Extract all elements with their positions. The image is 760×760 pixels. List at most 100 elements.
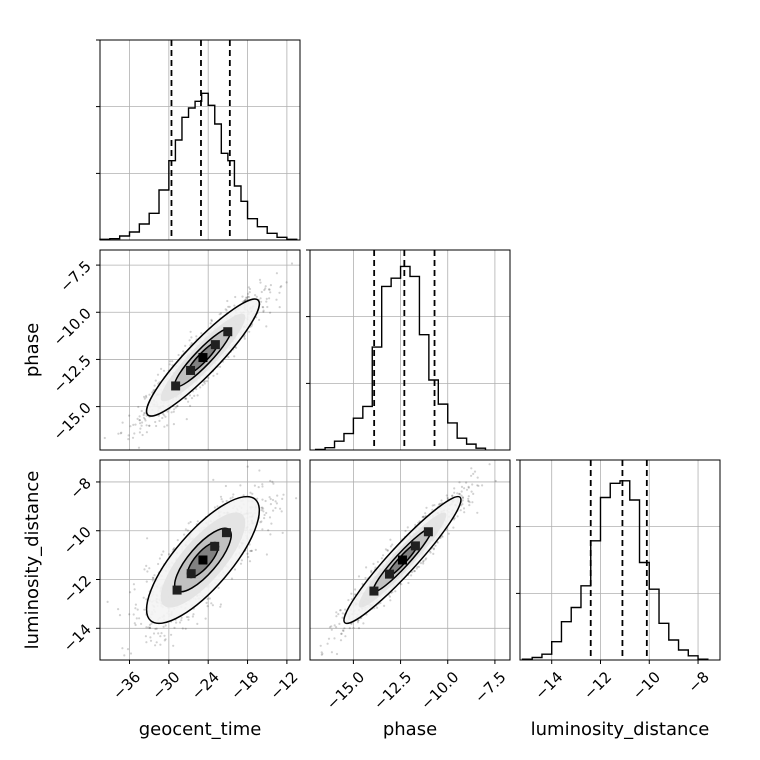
scatter-point xyxy=(157,632,160,635)
density-cell xyxy=(186,365,196,375)
scatter-point xyxy=(182,350,185,353)
scatter-point xyxy=(154,420,157,424)
scatter-point xyxy=(145,396,148,399)
scatter-point xyxy=(447,532,450,535)
scatter-point xyxy=(157,562,160,566)
scatter-point xyxy=(460,485,464,488)
scatter-point xyxy=(356,619,359,622)
scatter-point xyxy=(145,641,148,644)
scatter-point xyxy=(372,562,375,566)
scatter-point xyxy=(335,615,338,618)
scatter-point xyxy=(184,397,187,400)
scatter-point xyxy=(467,497,470,500)
scatter-point xyxy=(166,424,169,427)
scatter-point xyxy=(171,360,174,363)
scatter-point xyxy=(436,541,439,544)
scatter-point xyxy=(142,596,145,599)
scatter-point xyxy=(133,588,136,591)
scatter-point xyxy=(433,504,436,507)
y-tick-label: −14 xyxy=(60,620,95,655)
density-cell xyxy=(221,528,231,538)
scatter-point xyxy=(357,619,360,622)
scatter-point xyxy=(458,492,461,495)
scatter-point xyxy=(333,624,336,627)
scatter-point xyxy=(376,560,379,564)
scatter-point xyxy=(259,281,262,284)
scatter-point xyxy=(431,508,434,511)
scatter-point xyxy=(340,632,343,636)
x-tick-label: −15.0 xyxy=(323,668,368,713)
scatter-point xyxy=(244,298,247,302)
scatter-point xyxy=(173,408,176,411)
scatter-point xyxy=(152,388,155,392)
y-tick-label: −7.5 xyxy=(56,257,94,295)
scatter-point xyxy=(117,432,120,435)
scatter-point xyxy=(471,483,474,486)
scatter-point xyxy=(219,365,222,368)
y-tick-label: −15.0 xyxy=(50,399,95,444)
scatter-point xyxy=(357,575,361,578)
y-axis-label-luminosity-distance: luminosity_distance xyxy=(22,471,43,650)
scatter-point xyxy=(264,285,267,288)
scatter-point xyxy=(267,288,271,291)
x-tick-label: −30 xyxy=(148,668,183,703)
scatter-point xyxy=(330,628,333,631)
density-cell xyxy=(198,353,208,363)
scatter-point xyxy=(261,485,264,488)
scatter-point xyxy=(245,296,249,299)
scatter-point xyxy=(278,306,281,309)
scatter-point xyxy=(460,490,463,493)
scatter-point xyxy=(216,372,219,375)
scatter-point xyxy=(470,474,473,477)
scatter-point xyxy=(210,318,213,321)
scatter-point xyxy=(148,626,152,629)
scatter-point xyxy=(184,397,187,400)
scatter-point xyxy=(465,481,468,484)
scatter-point xyxy=(274,506,277,510)
scatter-point xyxy=(250,324,253,327)
scatter-point xyxy=(250,549,253,553)
scatter-point xyxy=(156,373,160,376)
scatter-point xyxy=(335,626,338,629)
histogram-phase xyxy=(314,265,487,451)
scatter-point xyxy=(262,510,265,513)
scatter-point xyxy=(382,554,385,557)
scatter-point xyxy=(233,304,236,307)
scatter-point xyxy=(239,562,243,565)
scatter-point xyxy=(432,552,435,556)
scatter-point xyxy=(128,414,131,417)
scatter-point xyxy=(144,412,147,415)
scatter-point xyxy=(206,597,209,601)
scatter-point xyxy=(173,547,176,550)
scatter-point xyxy=(263,513,266,517)
scatter-point xyxy=(129,652,133,655)
density-cell xyxy=(369,586,379,596)
scatter-point xyxy=(166,410,169,413)
scatter-point xyxy=(168,363,171,366)
scatter-point xyxy=(391,543,394,546)
scatter-point xyxy=(251,492,254,495)
scatter-point xyxy=(275,272,278,275)
scatter-point xyxy=(160,553,163,556)
scatter-point xyxy=(422,515,425,518)
scatter-point xyxy=(192,613,195,616)
scatter-point xyxy=(133,622,136,625)
scatter-point xyxy=(413,570,416,573)
scatter-point xyxy=(202,380,205,384)
scatter-point xyxy=(451,494,454,498)
y-axis-label-phase: phase xyxy=(22,323,43,377)
scatter-point xyxy=(143,608,146,611)
scatter-point xyxy=(472,492,475,495)
scatter-point xyxy=(410,574,413,577)
scatter-point xyxy=(335,652,339,656)
scatter-point xyxy=(271,498,275,502)
scatter-point xyxy=(127,438,130,441)
scatter-point xyxy=(184,528,187,531)
scatter-point xyxy=(239,484,242,487)
scatter-point xyxy=(272,509,275,512)
scatter-point xyxy=(247,286,250,289)
scatter-point xyxy=(142,413,145,417)
scatter-point xyxy=(364,576,367,580)
scatter-point xyxy=(248,560,252,563)
scatter-point xyxy=(280,510,283,513)
